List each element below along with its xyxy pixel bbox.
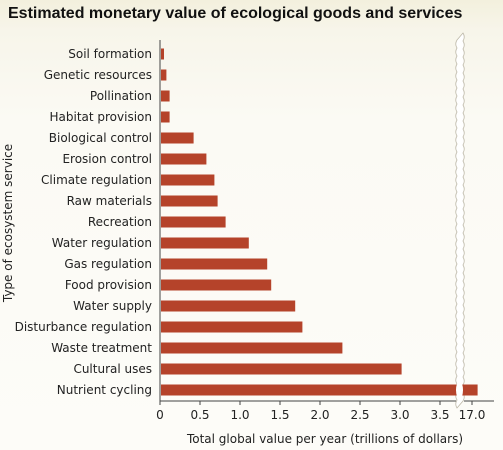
bar [161, 174, 215, 186]
bar [161, 258, 268, 270]
x-tick-label: 2.0 [310, 408, 329, 422]
bar [161, 300, 296, 312]
x-tick-label: 3.5 [430, 408, 449, 422]
bar [161, 342, 343, 354]
bar-break-gap [456, 383, 463, 397]
category-label: Water supply [73, 299, 152, 313]
category-label: Disturbance regulation [15, 320, 152, 334]
bar [161, 279, 272, 291]
bar [161, 384, 478, 396]
bar [161, 321, 303, 333]
bar [161, 69, 167, 81]
x-axis-label: Total global value per year (trillions o… [186, 432, 463, 446]
category-label: Raw materials [67, 194, 152, 208]
bar [161, 132, 194, 144]
category-label: Cultural uses [73, 362, 152, 376]
chart-title: Estimated monetary value of ecological g… [8, 5, 463, 22]
category-label: Climate regulation [41, 173, 152, 187]
category-label: Nutrient cycling [57, 383, 152, 397]
x-tick-label: 1.0 [230, 408, 249, 422]
category-label: Food provision [65, 278, 152, 292]
category-label: Gas regulation [64, 257, 152, 271]
category-label: Genetic resources [44, 68, 152, 82]
category-label: Waste treatment [51, 341, 152, 355]
x-tick-label: 3.0 [390, 408, 409, 422]
y-axis-label: Type of ecosystem service [1, 144, 15, 303]
bar [161, 363, 402, 375]
category-labels: Soil formation Genetic resources Pollinati… [15, 47, 153, 397]
bar [161, 237, 249, 249]
bars-group [161, 48, 478, 397]
category-label: Water regulation [52, 236, 152, 250]
bar [161, 111, 170, 123]
category-label: Recreation [88, 215, 152, 229]
axis-break-band [455, 32, 465, 409]
x-tick-label: 17.0 [459, 408, 486, 422]
bar [161, 48, 164, 60]
x-tick-label: 1.5 [270, 408, 289, 422]
category-label: Biological control [49, 131, 152, 145]
category-label: Soil formation [68, 47, 152, 61]
category-label: Habitat provision [49, 110, 152, 124]
bar [161, 195, 218, 207]
x-tick-label: 0.5 [190, 408, 209, 422]
x-tick-label: 0 [156, 408, 164, 422]
bar [161, 216, 226, 228]
x-ticks: 0 0.5 1.0 1.5 2.0 2.5 3.0 3.5 17.0 [156, 401, 485, 422]
axis-break-strip [455, 32, 465, 409]
x-tick-label: 2.5 [350, 408, 369, 422]
axes [159, 40, 494, 402]
category-label: Erosion control [62, 152, 152, 166]
category-label: Pollination [90, 89, 152, 103]
bar [161, 90, 170, 102]
bar [161, 153, 207, 165]
